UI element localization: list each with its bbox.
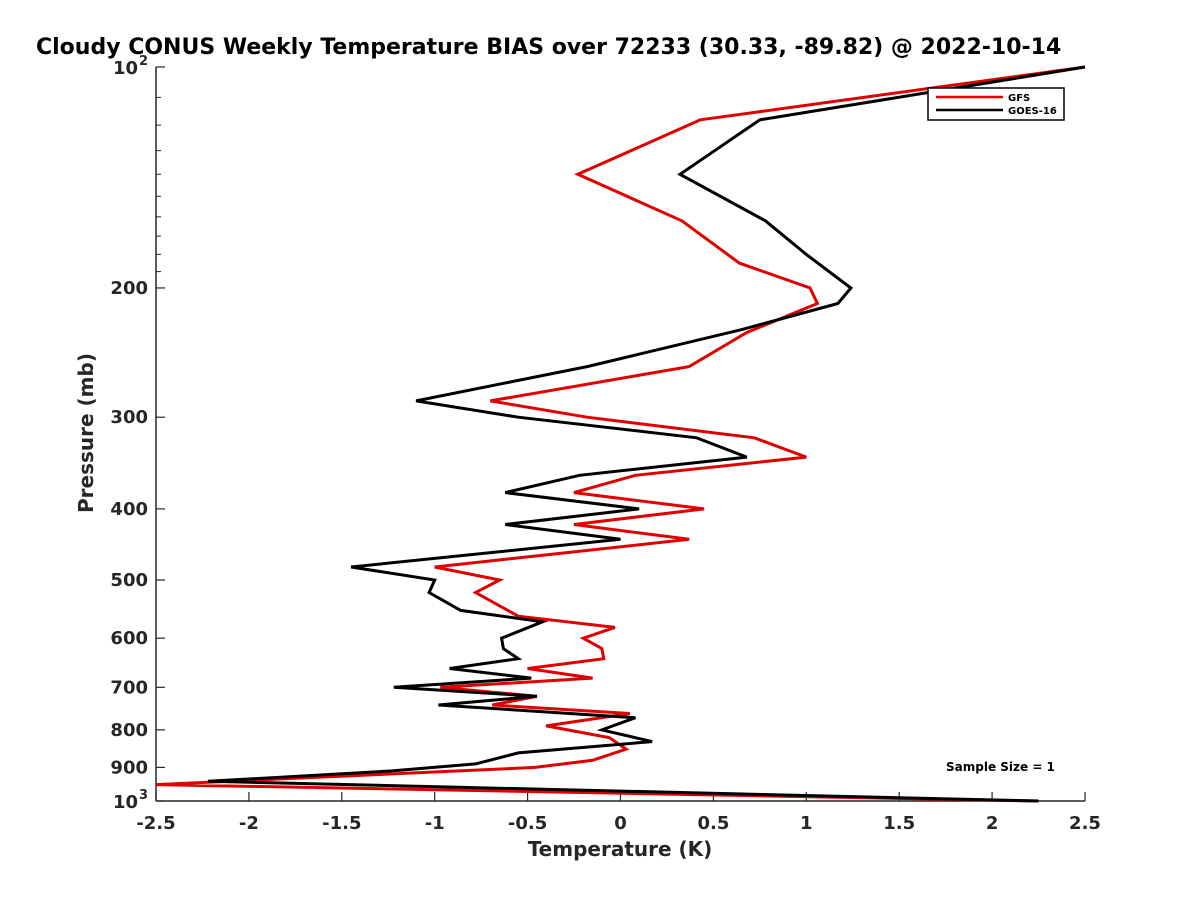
x-tick-label: 2.5: [1069, 813, 1101, 834]
legend-box: [927, 87, 1065, 121]
legend-goes16-label: GOES-16: [1008, 106, 1057, 117]
y-tick-label: 800: [110, 720, 148, 741]
y-tick-label: 300: [110, 407, 148, 428]
series-lines: [155, 65, 1086, 803]
x-tick-label: -2.5: [136, 813, 175, 834]
x-tick-label: 1.5: [883, 813, 915, 834]
y-tick-label: 700: [110, 677, 148, 698]
y-tick-exponent: 3: [139, 788, 148, 803]
x-tick-label: -1.5: [322, 813, 361, 834]
y-tick-label: 400: [110, 499, 148, 520]
x-tick-label: 0: [614, 813, 627, 834]
y-tick-exponent: 2: [139, 54, 148, 69]
x-tick-label: -0.5: [508, 813, 547, 834]
x-tick-label: 0.5: [697, 813, 729, 834]
y-tick-label: 10: [113, 792, 138, 813]
series-line-goes-16: [207, 65, 1086, 803]
y-axis-label: Pressure (mb): [74, 353, 98, 513]
y-tick-label: 900: [110, 757, 148, 778]
series-line-gfs: [155, 65, 1086, 803]
x-tick-label: -1: [425, 813, 445, 834]
sample-size-annotation: Sample Size = 1: [946, 760, 1055, 774]
chart-title: Cloudy CONUS Weekly Temperature BIAS ove…: [36, 35, 1061, 60]
legend-gfs-label: GFS: [1008, 93, 1030, 104]
x-axis-ticks: -2.5 -2 -1.5 -1 -0.5 0 0.5 1 1.5 2 2.5: [136, 792, 1101, 834]
x-tick-label: 1: [800, 813, 813, 834]
y-tick-label: 600: [110, 628, 148, 649]
x-tick-label: -2: [239, 813, 259, 834]
x-tick-label: 2: [986, 813, 999, 834]
legend: GFS GOES-16: [927, 87, 1065, 121]
y-tick-label: 500: [110, 570, 148, 591]
x-axis-label: Temperature (K): [528, 837, 713, 861]
y-tick-label: 10: [113, 58, 138, 79]
y-tick-label: 200: [110, 278, 148, 299]
